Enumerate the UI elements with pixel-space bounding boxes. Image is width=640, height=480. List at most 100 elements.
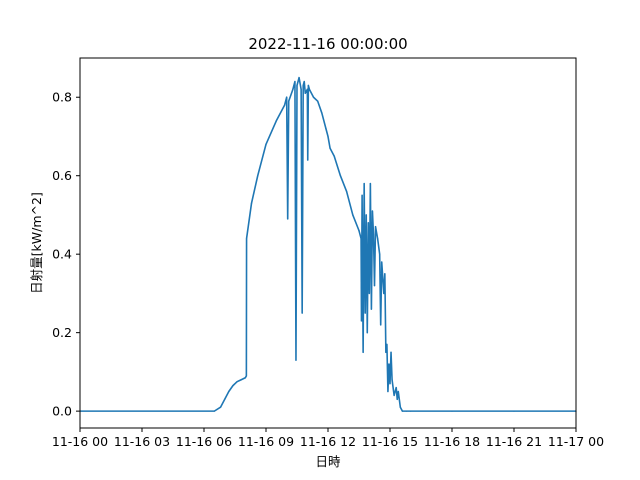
x-tick-label: 11-16 06 [176,434,232,449]
x-tick-label: 11-16 15 [362,434,418,449]
data-point [300,88,302,90]
data-point [245,237,248,240]
y-tick-label: 0.8 [52,90,72,105]
data-point [368,292,370,295]
data-point [388,363,390,365]
y-tick-label: 0.2 [52,325,72,340]
data-point [339,175,341,177]
data-point [298,77,300,79]
data-point [265,143,267,145]
data-point [366,332,368,334]
data-point [383,292,385,295]
data-point [352,214,354,216]
data-point [245,375,247,377]
y-tick-label: 0.6 [52,168,72,183]
plot-series [79,76,577,412]
data-point [286,96,288,98]
data-point [321,112,323,114]
x-tick-label: 11-16 18 [424,434,480,449]
x-tick-label: 11-16 12 [300,434,356,449]
data-point [224,398,226,400]
data-point [303,80,305,83]
data-point [451,410,453,412]
data-point [312,96,315,98]
data-point [370,308,372,310]
y-axis-label: 日射量[kW/m^2] [29,192,44,294]
data-point [284,104,286,106]
data-point [327,135,329,138]
data-point [297,80,299,83]
chart-title: 2022-11-16 00:00:00 [248,35,407,53]
data-point [302,84,304,87]
data-point [306,88,308,90]
data-point [365,214,367,216]
data-point [333,155,335,157]
data-point [358,230,360,232]
data-point [244,377,246,379]
data-point [364,312,366,314]
x-tick-label: 11-17 00 [548,434,604,449]
data-point [374,226,377,228]
data-point [385,351,387,353]
plot-frame [79,57,577,429]
data-point [363,182,365,185]
data-point [240,379,242,381]
data-point [301,312,303,314]
data-point [294,80,296,83]
data-point [213,410,215,412]
x-axis: 11-16 00 11-16 03 11-16 06 11-16 09 11-16 12… [52,428,604,449]
x-tick-label: 11-16 00 [52,434,108,449]
data-point [369,182,371,185]
data-point [317,100,319,102]
data-point [410,410,412,412]
data-point [372,233,375,236]
data-point [307,159,309,161]
y-tick-label: 0.0 [52,404,72,419]
data-point [380,324,382,326]
x-tick-label: 11-16 09 [238,434,294,449]
data-point [371,210,374,212]
x-tick-label: 11-16 21 [486,434,542,449]
data-point [325,128,327,130]
data-point [228,390,230,393]
data-point [346,190,348,192]
data-point [361,194,363,196]
data-point [395,386,397,389]
data-point [304,92,306,94]
data-point [292,88,294,90]
data-point [513,410,515,412]
data-point [381,261,383,263]
x-axis-label: 日時 [315,454,341,469]
data-point [377,237,379,240]
data-point [393,394,395,397]
data-point [308,88,310,90]
data-point [391,379,393,381]
data-point [389,383,391,385]
data-point [360,237,362,240]
data-point [384,273,386,275]
y-tick-label: 0.4 [52,247,72,262]
data-point [275,120,277,122]
data-point [367,222,369,224]
data-point [390,351,392,353]
series-line [80,76,576,412]
data-point [373,284,376,287]
data-point [307,84,309,87]
data-point [250,202,253,204]
data-point [287,218,289,220]
y-axis: 0.0 0.2 0.4 0.6 0.8 [52,90,80,419]
data-point [362,351,364,353]
data-point [387,390,389,393]
data-point [360,320,363,322]
data-point [329,147,331,149]
data-point [396,398,398,400]
data-point [288,100,290,102]
data-point [295,359,297,361]
data-point [257,175,259,177]
data-point [405,410,408,412]
data-point [399,406,401,408]
data-point [232,385,234,387]
data-point [401,410,403,412]
data-point [236,381,238,383]
